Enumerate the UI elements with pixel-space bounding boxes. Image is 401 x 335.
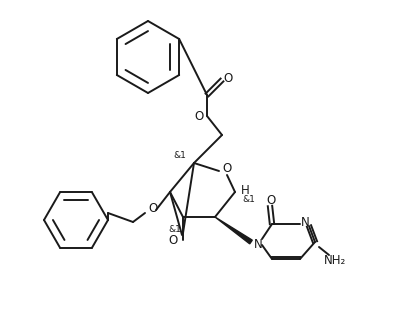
Text: H: H xyxy=(241,184,249,197)
Text: &1: &1 xyxy=(243,196,255,204)
Text: O: O xyxy=(168,233,178,247)
Text: O: O xyxy=(194,111,204,124)
Text: O: O xyxy=(148,201,158,214)
Text: O: O xyxy=(266,195,275,207)
Text: O: O xyxy=(223,162,232,176)
Polygon shape xyxy=(215,217,252,244)
Text: &1: &1 xyxy=(174,150,186,159)
Text: N: N xyxy=(253,238,262,251)
Text: &1: &1 xyxy=(168,225,181,234)
Text: NH₂: NH₂ xyxy=(324,254,346,267)
Text: N: N xyxy=(301,215,310,228)
Text: O: O xyxy=(223,72,233,85)
